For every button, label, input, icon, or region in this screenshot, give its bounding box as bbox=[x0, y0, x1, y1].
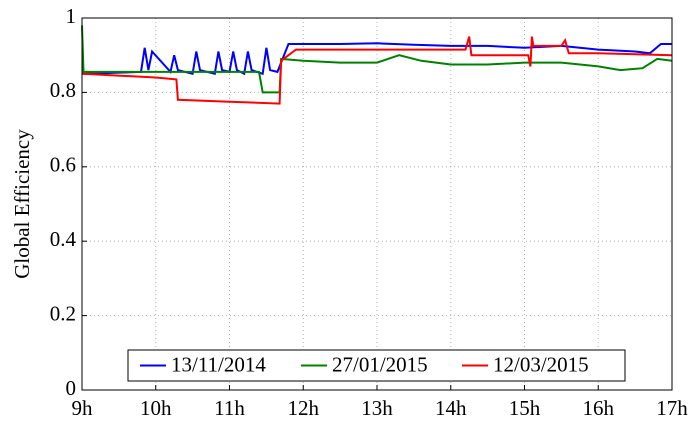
legend-label: 27/01/2015 bbox=[332, 352, 428, 376]
x-tick-label: 15h bbox=[509, 396, 541, 420]
x-tick-label: 9h bbox=[72, 396, 94, 420]
x-tick-label: 12h bbox=[288, 396, 320, 420]
legend-box bbox=[127, 349, 626, 382]
y-tick-label: 0 bbox=[66, 376, 77, 400]
legend-label: 12/03/2015 bbox=[493, 352, 589, 376]
series-line bbox=[81, 25, 673, 94]
plot-frame bbox=[81, 17, 673, 391]
y-tick-label: 0.6 bbox=[50, 153, 76, 177]
series-line bbox=[81, 36, 673, 105]
x-tick-label: 10h bbox=[140, 396, 172, 420]
x-tick-label: 13h bbox=[361, 396, 393, 420]
x-tick-label: 17h bbox=[656, 396, 688, 420]
plot-area bbox=[82, 18, 672, 390]
y-tick-label: 0.8 bbox=[50, 78, 76, 102]
y-tick-label: 0.2 bbox=[50, 301, 76, 325]
x-tick-label: 11h bbox=[214, 396, 245, 420]
y-tick-label: 1 bbox=[66, 4, 77, 28]
x-tick-label: 14h bbox=[435, 396, 467, 420]
legend-label: 13/11/2014 bbox=[171, 352, 266, 376]
series-line bbox=[81, 42, 672, 76]
y-axis-label: Global Efficiency bbox=[10, 129, 34, 279]
x-tick-label: 16h bbox=[583, 396, 615, 420]
y-tick-label: 0.4 bbox=[50, 227, 77, 251]
